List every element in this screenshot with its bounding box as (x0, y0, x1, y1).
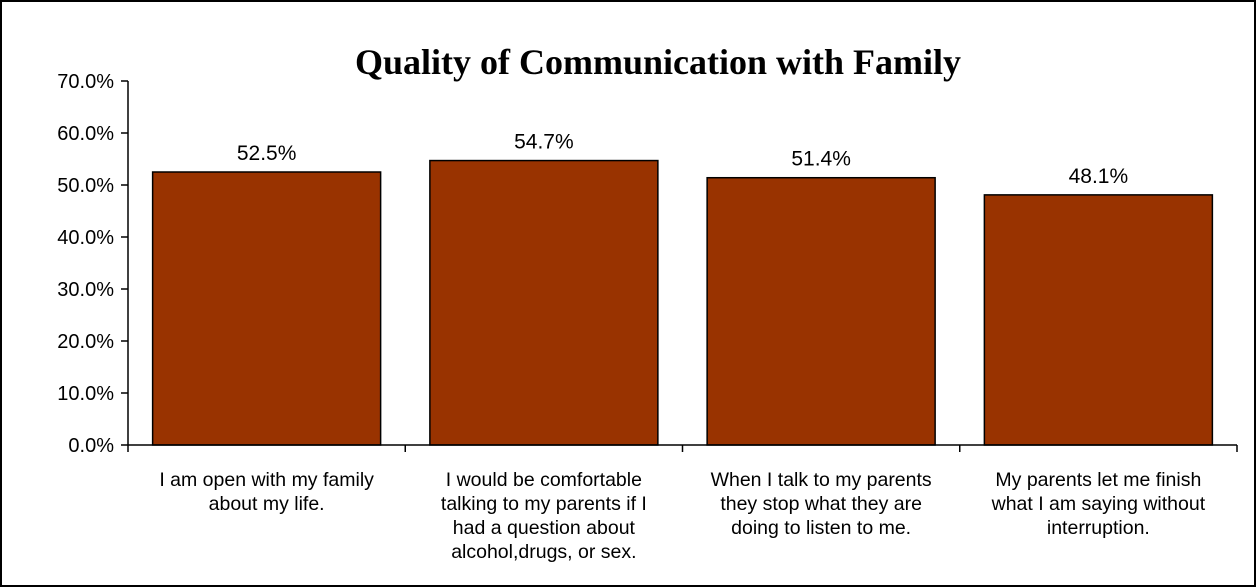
data-label: 48.1% (1069, 165, 1129, 188)
data-label: 51.4% (791, 148, 851, 171)
y-tick-label: 30.0% (57, 279, 114, 301)
chart-title: Quality of Communication with Family (355, 42, 961, 82)
plot-area: 0.0% 10.0% 20.0% 30.0% 40.0% 50.0% 60.0% 70.0% 5… (57, 71, 1238, 563)
x-category-label-line: they stop what they are (720, 493, 922, 515)
x-category-label-line: what I am saying without (991, 493, 1206, 515)
bar (706, 176, 936, 446)
x-category-label-line: My parents let me finish (995, 469, 1201, 491)
y-tick-label: 40.0% (57, 227, 114, 249)
x-category-label: I would be comfortable talking to my pare… (441, 469, 647, 563)
x-category-label-line: had a question about (453, 517, 636, 539)
data-label: 52.5% (237, 142, 297, 165)
x-category-label-line: When I talk to my parents (711, 469, 932, 491)
x-category-label-line: interruption. (1047, 517, 1150, 539)
data-label: 54.7% (514, 131, 574, 154)
x-category-label-line: about my life. (209, 493, 325, 515)
x-category-label: I am open with my family about my life. (159, 469, 374, 515)
x-category-label-line: talking to my parents if I (441, 493, 647, 515)
bar (983, 194, 1214, 446)
x-category-label-line: doing to listen to me. (731, 517, 911, 539)
y-tick-label: 0.0% (68, 435, 114, 457)
x-category-label: When I talk to my parents they stop what … (711, 469, 932, 539)
x-category-label-line: I would be comfortable (446, 469, 642, 491)
x-category-label-line: alcohol,drugs, or sex. (451, 541, 636, 563)
bar (151, 171, 382, 446)
y-tick-label: 50.0% (57, 175, 114, 197)
y-tick-label: 20.0% (57, 331, 114, 353)
y-tick-label: 60.0% (57, 123, 114, 145)
x-category-label: My parents let me finish what I am saying… (991, 469, 1206, 539)
bar (429, 159, 659, 446)
y-tick-label: 10.0% (57, 383, 114, 405)
x-category-label-line: I am open with my family (159, 469, 374, 491)
y-tick-label: 70.0% (57, 71, 114, 93)
